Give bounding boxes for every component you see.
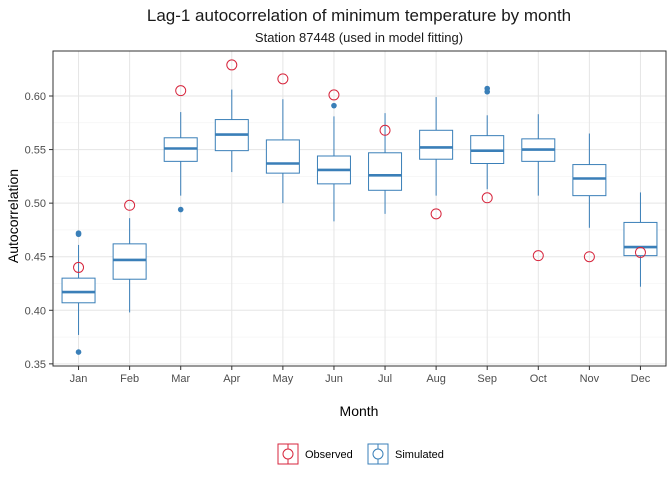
box-iqr [419,129,454,160]
x-axis-title: Month [340,403,379,419]
y-axis: 0.35 0.40 0.45 0.50 0.55 0.60 [25,91,53,371]
box-iqr [623,221,658,257]
x-tick-label: Feb [120,373,139,385]
observed-point-jul [379,124,391,136]
outlier-point [75,230,82,236]
box-iqr [368,152,403,191]
boxplot-oct [521,114,556,196]
legend: Observed Simulated [277,443,444,465]
boxplot-mar [163,112,198,213]
observed-point-jun [328,89,340,101]
boxplot-may [265,99,300,204]
observed-point-oct [532,250,544,262]
observed-point-sep [481,192,493,204]
outlier-point [75,349,82,355]
panel-background [53,51,666,366]
legend-key-simulated-circle [372,448,384,460]
x-tick-label: Dec [631,373,651,385]
y-tick-label: 0.45 [25,252,46,264]
legend-label-simulated: Simulated [395,449,444,461]
x-tick-label: Oct [530,373,547,385]
boxplot-jul [368,113,403,214]
box-iqr [265,139,300,174]
x-tick-label: Mar [171,373,190,385]
boxplot-feb [112,218,147,313]
outlier-point [331,102,337,109]
x-tick-label: Jun [325,373,343,385]
panel-border [52,50,667,367]
boxplot-sep [470,85,505,190]
legend-key-observed-circle [282,448,294,460]
legend-item-observed: Observed [277,443,353,465]
plot-area [52,50,667,367]
observed-point-jan [73,261,85,273]
observed-point-aug [430,208,442,220]
x-tick-label: Nov [580,373,600,385]
x-tick-label: Sep [477,373,497,385]
y-tick-label: 0.60 [25,91,46,103]
box-iqr [112,243,147,280]
boxplot-jun [316,102,351,222]
boxplot-apr [214,89,249,173]
outlier-point [177,206,184,213]
y-tick-label: 0.40 [25,305,46,317]
outlier-point [484,85,491,92]
y-tick-label: 0.55 [25,145,46,157]
legend-label-observed: Observed [305,449,353,461]
y-tick-label: 0.35 [25,359,46,371]
chart-subtitle: Station 87448 (used in model fitting) [255,30,463,45]
x-tick-label: Apr [223,373,240,385]
y-axis-title: Autocorrelation [5,169,21,263]
y-tick-label: 0.50 [25,198,46,210]
boxplot-jan [61,230,96,355]
boxplot-nov [572,133,607,228]
x-tick-label: May [272,373,293,385]
boxplot-aug [419,97,454,196]
box-iqr [61,277,96,304]
observed-point-mar [175,85,187,97]
x-tick-label: Aug [426,373,446,385]
chart-title: Lag-1 autocorrelation of minimum tempera… [147,6,571,25]
legend-item-simulated: Simulated [367,443,444,465]
observed-point-feb [124,199,136,211]
observed-point-nov [583,251,595,263]
box-iqr [572,164,607,197]
observed-point-apr [226,59,238,71]
x-tick-label: Jan [70,373,88,385]
observed-point-may [277,73,289,85]
observed-point-dec [634,246,646,258]
x-tick-label: Jul [378,373,392,385]
x-axis: Jan Feb Mar Apr May Jun Jul Aug Sep Oct Nov Dec [70,366,651,385]
